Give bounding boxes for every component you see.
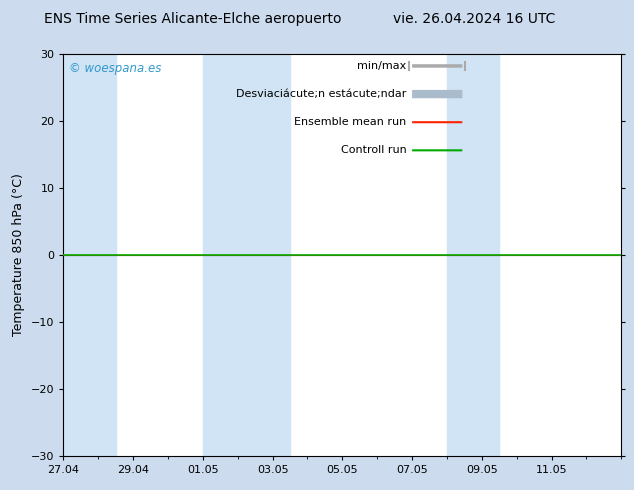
Bar	[447, 54, 500, 456]
Text: Controll run: Controll run	[340, 146, 406, 155]
Text: © woespana.es: © woespana.es	[69, 62, 162, 75]
Y-axis label: Temperature 850 hPa (°C): Temperature 850 hPa (°C)	[12, 173, 25, 336]
Text: ENS Time Series Alicante-Elche aeropuerto: ENS Time Series Alicante-Elche aeropuert…	[44, 12, 342, 26]
Text: Ensemble mean run: Ensemble mean run	[294, 117, 406, 127]
Bar	[63, 54, 115, 456]
Text: vie. 26.04.2024 16 UTC: vie. 26.04.2024 16 UTC	[393, 12, 555, 26]
Text: Desviaciácute;n estácute;ndar: Desviaciácute;n estácute;ndar	[236, 89, 406, 99]
Text: min/max: min/max	[358, 61, 406, 71]
Bar	[203, 54, 290, 456]
